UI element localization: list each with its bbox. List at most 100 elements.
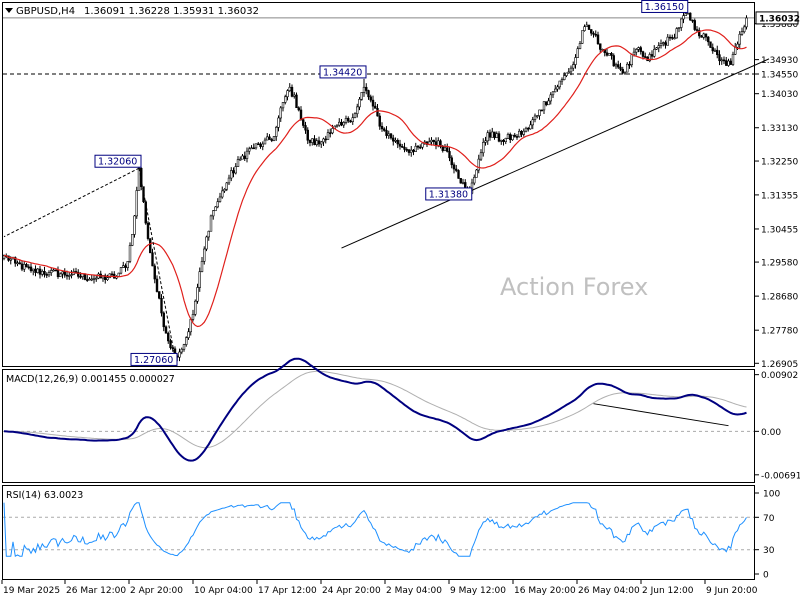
candle-body xyxy=(522,130,525,135)
candle-body xyxy=(261,143,264,147)
header-symbol: GBPUSD,H4 xyxy=(16,6,75,17)
candle-body xyxy=(59,273,62,277)
rsi-tick-label: 70 xyxy=(763,514,775,524)
candle-body xyxy=(326,132,330,140)
candle-body xyxy=(410,149,413,153)
candle-body xyxy=(185,337,188,345)
candle-body xyxy=(716,49,719,55)
candle-body xyxy=(203,248,206,262)
candle-body xyxy=(707,36,710,43)
candle-body xyxy=(164,326,168,334)
candle-body xyxy=(311,138,314,143)
rsi-tick-label: 0 xyxy=(763,571,769,581)
rsi-panel xyxy=(2,485,755,580)
candle-body xyxy=(484,140,487,143)
rsi-line xyxy=(3,502,747,558)
candle-body xyxy=(623,71,627,74)
candle-body xyxy=(167,332,170,342)
candle-body xyxy=(650,54,654,57)
candle-body xyxy=(666,36,669,46)
candle-body xyxy=(29,266,33,272)
macd-tick-label: -0.006915 xyxy=(761,471,800,481)
candle-body xyxy=(392,137,395,142)
candle-body xyxy=(239,158,242,161)
candle-body xyxy=(630,54,633,66)
candle-body xyxy=(682,15,685,20)
candle-body xyxy=(626,63,629,73)
candle-body xyxy=(198,271,201,288)
candle-body xyxy=(56,270,60,277)
candle-body xyxy=(491,131,494,138)
price-tick-label: 1.31355 xyxy=(761,191,798,201)
candle-body xyxy=(349,120,352,123)
candle-body xyxy=(225,182,228,190)
candle-body xyxy=(299,109,303,120)
time-tick-label: 9 May 12:00 xyxy=(450,586,506,596)
candle-body xyxy=(725,60,728,66)
candle-body xyxy=(398,143,402,147)
candle-body xyxy=(551,91,555,96)
time-tick-label: 26 Mar 12:00 xyxy=(66,586,126,596)
price-tick-label: 1.34030 xyxy=(761,90,798,100)
candle-body xyxy=(608,53,611,56)
candle-body xyxy=(304,125,307,131)
candle-body xyxy=(380,125,384,130)
candle-body xyxy=(497,133,501,142)
price-tick-label: 1.30455 xyxy=(761,225,798,235)
candle-body xyxy=(218,196,222,202)
candle-body xyxy=(745,17,748,28)
candle-body xyxy=(322,138,325,143)
candle-body xyxy=(270,139,273,141)
candle-body xyxy=(709,41,712,48)
candle-body xyxy=(673,37,676,40)
candle-body xyxy=(14,257,17,264)
price-label-box xyxy=(94,154,142,168)
candle-body xyxy=(572,64,575,69)
candle-body xyxy=(367,90,370,98)
candle-body xyxy=(592,32,595,35)
candle-body xyxy=(306,129,309,141)
rsi-title: RSI(14) 63.0023 xyxy=(6,490,83,501)
candle-body xyxy=(106,277,109,280)
candle-body xyxy=(540,109,543,112)
candle-body xyxy=(664,42,667,46)
candle-body xyxy=(50,270,53,273)
candle-body xyxy=(144,201,147,224)
candle-body xyxy=(675,28,678,39)
candle-body xyxy=(25,264,28,268)
moving-average-line xyxy=(3,29,747,328)
price-tick-label: 1.26905 xyxy=(761,360,798,370)
candle-body xyxy=(248,148,251,152)
candle-body xyxy=(151,252,154,267)
macd-line xyxy=(3,357,747,462)
candle-body xyxy=(263,139,267,145)
candle-body xyxy=(297,107,300,111)
macd-divergence-line xyxy=(593,403,729,427)
price-label-text: 1.34420 xyxy=(323,67,362,78)
candle-body xyxy=(722,59,726,62)
candle-body xyxy=(335,124,339,127)
dropdown-triangle-icon[interactable] xyxy=(5,8,13,13)
candle-body xyxy=(369,96,372,101)
candle-body xyxy=(209,215,213,232)
candle-body xyxy=(518,130,521,138)
candle-body xyxy=(680,18,683,28)
price-tick-label: 1.34930 xyxy=(761,56,798,66)
candle-body xyxy=(628,63,631,66)
candle-body xyxy=(502,139,505,142)
candle-body xyxy=(416,145,420,148)
candle-body xyxy=(290,86,294,97)
candle-body xyxy=(727,60,730,66)
candle-body xyxy=(194,300,197,315)
candle-body xyxy=(45,274,48,276)
candle-body xyxy=(38,268,42,275)
candle-body xyxy=(223,188,226,192)
candle-body xyxy=(95,277,98,280)
candle-body xyxy=(659,43,663,46)
candle-body xyxy=(63,271,66,276)
candle-body xyxy=(360,92,363,100)
candle-body xyxy=(644,56,647,58)
candle-body xyxy=(401,145,404,148)
candle-body xyxy=(698,30,701,37)
candle-body xyxy=(257,143,260,146)
